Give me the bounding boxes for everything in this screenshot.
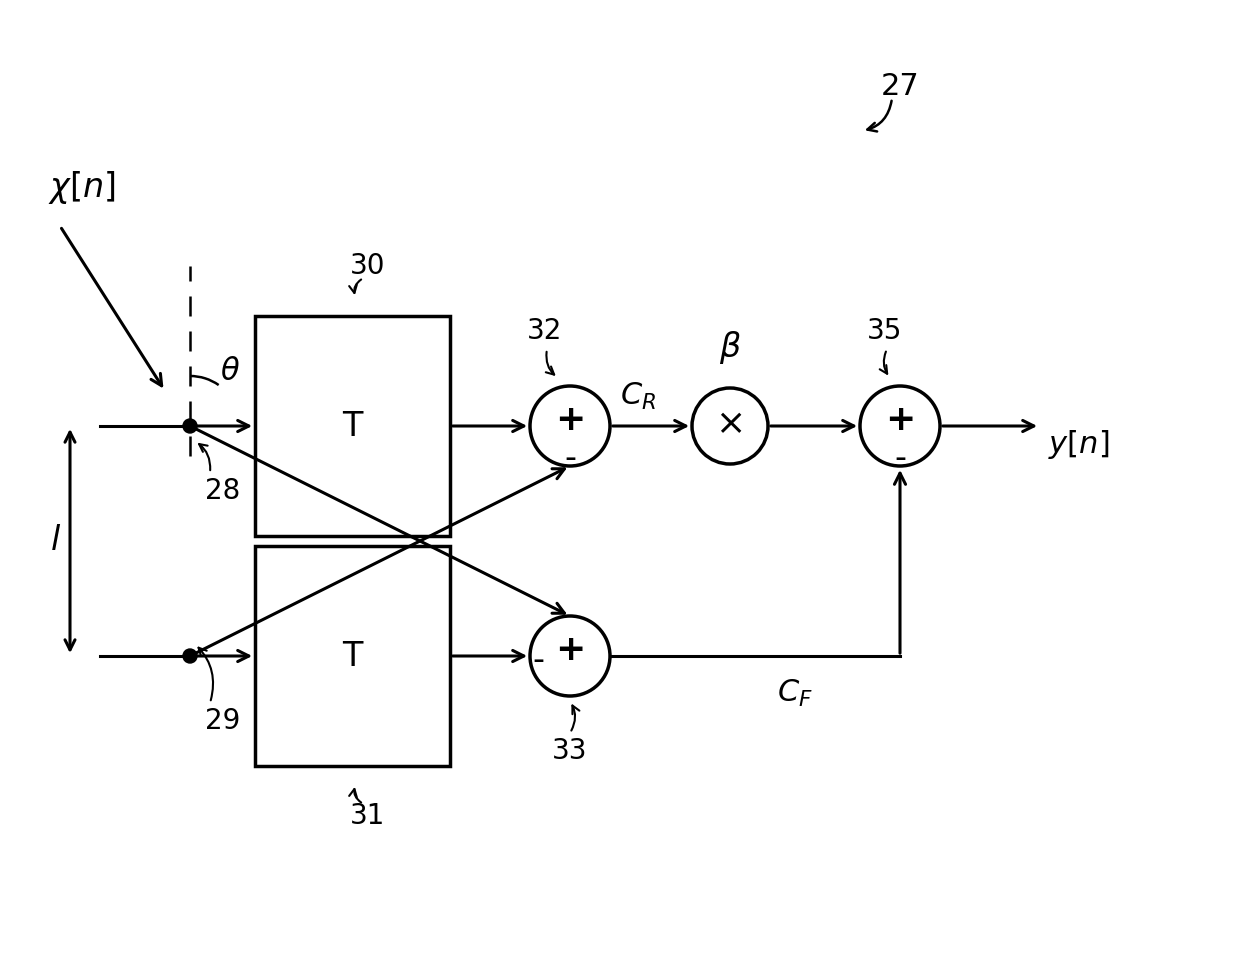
Text: l: l [51,525,60,557]
Text: +: + [554,403,585,437]
Text: 35: 35 [867,317,903,345]
Text: -: - [894,442,906,474]
Circle shape [529,386,610,466]
Text: -: - [532,643,544,677]
Circle shape [529,616,610,696]
Text: T: T [342,409,362,443]
Text: -: - [564,442,577,474]
Circle shape [184,419,197,433]
Bar [255,316,450,536]
Circle shape [184,649,197,663]
Circle shape [692,388,768,464]
Text: $C_F$: $C_F$ [777,678,813,709]
Text: $\theta$: $\theta$ [219,357,241,385]
Text: 31: 31 [350,802,386,830]
Text: 29: 29 [205,707,241,735]
Text: 28: 28 [205,477,241,505]
Text: ×: × [715,407,745,441]
Text: $\beta$: $\beta$ [719,329,742,366]
Text: 32: 32 [527,317,563,345]
Text: $y[n]$: $y[n]$ [1048,427,1110,461]
Text: +: + [554,633,585,667]
Text: 27: 27 [880,72,919,100]
Text: $C_R$: $C_R$ [620,380,656,412]
Text: +: + [885,403,915,437]
Text: $\chi[n]$: $\chi[n]$ [48,169,115,206]
Text: 33: 33 [552,737,588,765]
Circle shape [861,386,940,466]
Text: T: T [342,640,362,672]
Text: 30: 30 [350,252,386,280]
Bar [255,546,450,766]
